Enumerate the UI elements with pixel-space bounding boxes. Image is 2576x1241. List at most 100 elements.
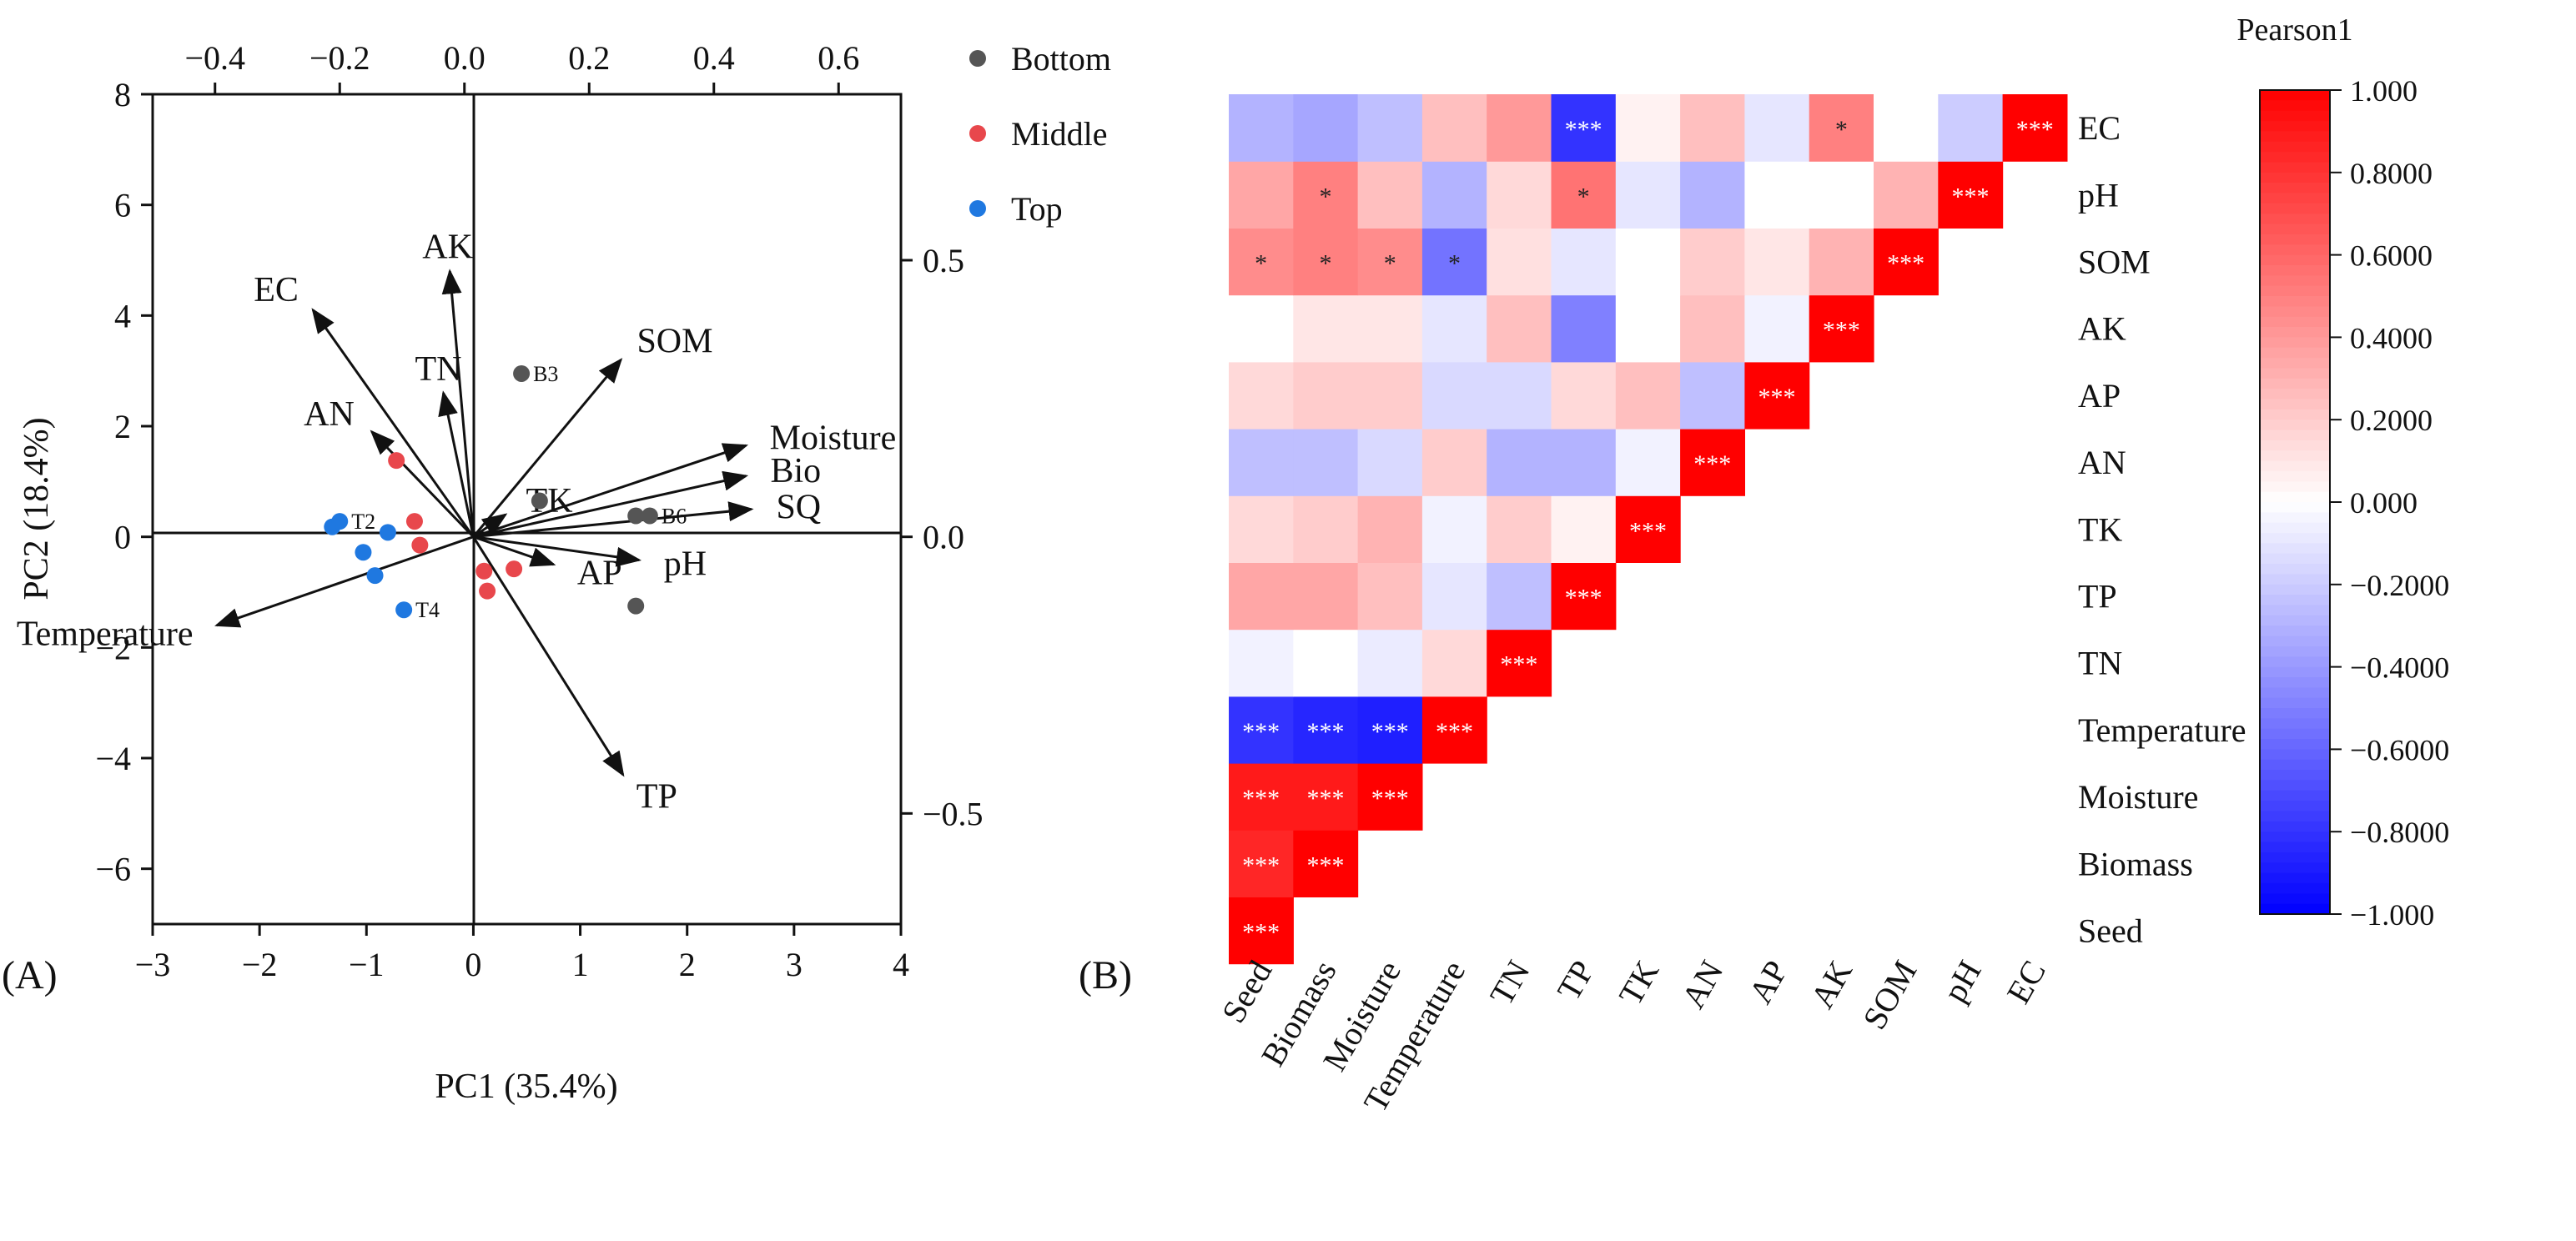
pca-x-tick-label: 4: [893, 946, 909, 983]
colorbar-gradient-segment: [2260, 893, 2330, 905]
colorbar-gradient-segment: [2260, 358, 2330, 369]
heatmap-cell-ph-ap: [1744, 161, 1810, 229]
heatmap-cell-ph-moisture: [1357, 161, 1423, 229]
sample-point-label: B3: [533, 362, 558, 386]
colorbar-tick-label: −1.000: [2350, 898, 2434, 932]
colorbar-gradient-segment: [2260, 882, 2330, 895]
colorbar-gradient-segment: [2260, 430, 2330, 441]
pca-biplot: −3 −2 −1 0 1 2 3 4 −6 −4 −2 0 2 4 6 8 −0.4 −0.2 0.0 0.2 0.4 0…: [2, 39, 1111, 1106]
heatmap-cell-ak-tk: [1615, 294, 1681, 363]
colorbar-tick-label: −0.8000: [2350, 816, 2449, 849]
sample-point-top: [331, 513, 349, 530]
heatmap-col-label-tk: TK: [1612, 954, 1667, 1012]
heatmap-cell-ec-ph: [1938, 94, 2004, 162]
colorbar-gradient-segment: [2260, 626, 2330, 637]
heatmap-cell-an-tp: [1551, 429, 1617, 496]
heatmap-cell-tk-seed: [1229, 495, 1294, 563]
heatmap-cell-moisture-moisture: [1357, 763, 1423, 831]
heatmap-cell-an-temperature: [1421, 429, 1487, 496]
heatmap-cell-an-tn: [1487, 429, 1552, 496]
significance-mark: *: [1319, 250, 1331, 278]
colorbar-gradient-segment: [2260, 203, 2330, 214]
heatmap-cell-ec-tp: [1551, 94, 1617, 162]
heatmap-col-label-tn: TN: [1482, 954, 1537, 1012]
colorbar-tick-label: 1.000: [2350, 74, 2418, 108]
colorbar-gradient-segment: [2260, 842, 2330, 853]
colorbar-gradient-segment: [2260, 296, 2330, 308]
heatmap-cell-ec-tk: [1615, 94, 1681, 162]
heatmap-cell-ec-ec: [2002, 94, 2068, 162]
sample-point-bottom: [627, 597, 645, 615]
legend-label-top: Top: [1011, 190, 1063, 228]
heatmap-cell-ec-som: [1874, 94, 1939, 162]
pca-top-tick-label: 0.6: [818, 39, 859, 77]
colorbar-gradient-segment: [2260, 512, 2330, 524]
significance-mark: ***: [1371, 718, 1409, 746]
significance-mark: ***: [1306, 852, 1344, 879]
colorbar-tick-label: −0.2000: [2350, 569, 2449, 602]
loading-arrow-som: [472, 358, 623, 538]
heatmap-col-label-ph: pH: [1935, 954, 1988, 1008]
significance-mark: ***: [1242, 852, 1280, 879]
heatmap-cell-ph-tk: [1615, 161, 1681, 229]
heatmap-cell-temperature-biomass: [1293, 696, 1359, 764]
colorbar-gradient-segment: [2260, 470, 2330, 483]
heatmap-cell-som-an: [1680, 228, 1745, 296]
heatmap-cell-ph-biomass: [1293, 161, 1359, 229]
colorbar-gradient-segment: [2260, 193, 2330, 204]
colorbar-gradient-segment: [2260, 811, 2330, 822]
heatmap-cell-tk-tp: [1551, 495, 1617, 563]
heatmap-row-label-an: AN: [2078, 444, 2126, 481]
loading-arrow-temperature: [214, 535, 474, 628]
pca-x-tick-label: 2: [679, 946, 696, 983]
pca-ticks: −3 −2 −1 0 1 2 3 4 −6 −4 −2 0 2 4 6 8 −0.4 −0.2 0.0 0.2 0.4 0…: [95, 39, 983, 983]
colorbar-gradient-segment: [2260, 821, 2330, 832]
colorbar-gradient-segment: [2260, 244, 2330, 256]
heatmap-cell-ap-temperature: [1421, 361, 1487, 430]
heatmap-cell-ak-ap: [1744, 294, 1810, 363]
colorbar-gradient-segment: [2260, 214, 2330, 225]
heatmap-cell-tn-seed: [1229, 629, 1294, 697]
heatmap-row-label-moisture: Moisture: [2078, 778, 2198, 816]
colorbar-tick-label: 0.4000: [2350, 321, 2433, 354]
loading-arrow-tp: [472, 535, 625, 777]
colorbar-gradient-segment: [2260, 872, 2330, 884]
colorbar-gradient-segment: [2260, 687, 2330, 699]
significance-mark: ***: [1436, 718, 1473, 746]
heatmap-col-label-ak: AK: [1803, 954, 1859, 1015]
heatmap-cell-tp-tn: [1487, 562, 1552, 631]
pca-points: B3 B6 T2 T4: [324, 362, 687, 622]
colorbar-gradient-segment: [2260, 100, 2330, 112]
heatmap-cell-temperature-moisture: [1357, 696, 1423, 764]
heatmap-cell-tn-biomass: [1293, 629, 1359, 697]
heatmap-row-label-tp: TP: [2078, 578, 2117, 615]
sample-point-top: [366, 567, 384, 585]
heatmap-row-label-ph: pH: [2078, 176, 2119, 214]
colorbar-gradient-segment: [2260, 759, 2330, 771]
legend-marker-bottom: [969, 50, 986, 67]
pca-y-tick-label: 8: [114, 76, 131, 113]
heatmap-cell-som-temperature: [1421, 228, 1487, 296]
loading-label-som: SOM: [636, 322, 712, 360]
colorbar-gradient-segment: [2260, 306, 2330, 318]
significance-mark: ***: [1500, 651, 1537, 679]
heatmap-cell-tp-biomass: [1293, 562, 1359, 631]
significance-mark: ***: [1306, 718, 1344, 746]
colorbar-gradient-segment: [2260, 749, 2330, 761]
heatmap-cell-tp-temperature: [1421, 562, 1487, 631]
sample-point-top: [355, 544, 372, 561]
colorbar-gradient-segment: [2260, 646, 2330, 658]
heatmap-cell-ap-ap: [1744, 361, 1810, 430]
heatmap-cell-som-som: [1874, 228, 1939, 296]
sample-point-top: [379, 524, 396, 541]
colorbar-gradient-segment: [2260, 564, 2330, 575]
colorbar-tick-label: 0.8000: [2350, 157, 2433, 190]
heatmap-cell-biomass-seed: [1229, 830, 1294, 897]
heatmap-cell-ph-temperature: [1421, 161, 1487, 229]
colorbar-gradient-segment: [2260, 666, 2330, 678]
significance-mark: ***: [1242, 919, 1280, 947]
heatmap-cell-temperature-seed: [1229, 696, 1294, 764]
colorbar-gradient-segment: [2260, 316, 2330, 328]
heatmap-cell-tn-temperature: [1421, 629, 1487, 697]
